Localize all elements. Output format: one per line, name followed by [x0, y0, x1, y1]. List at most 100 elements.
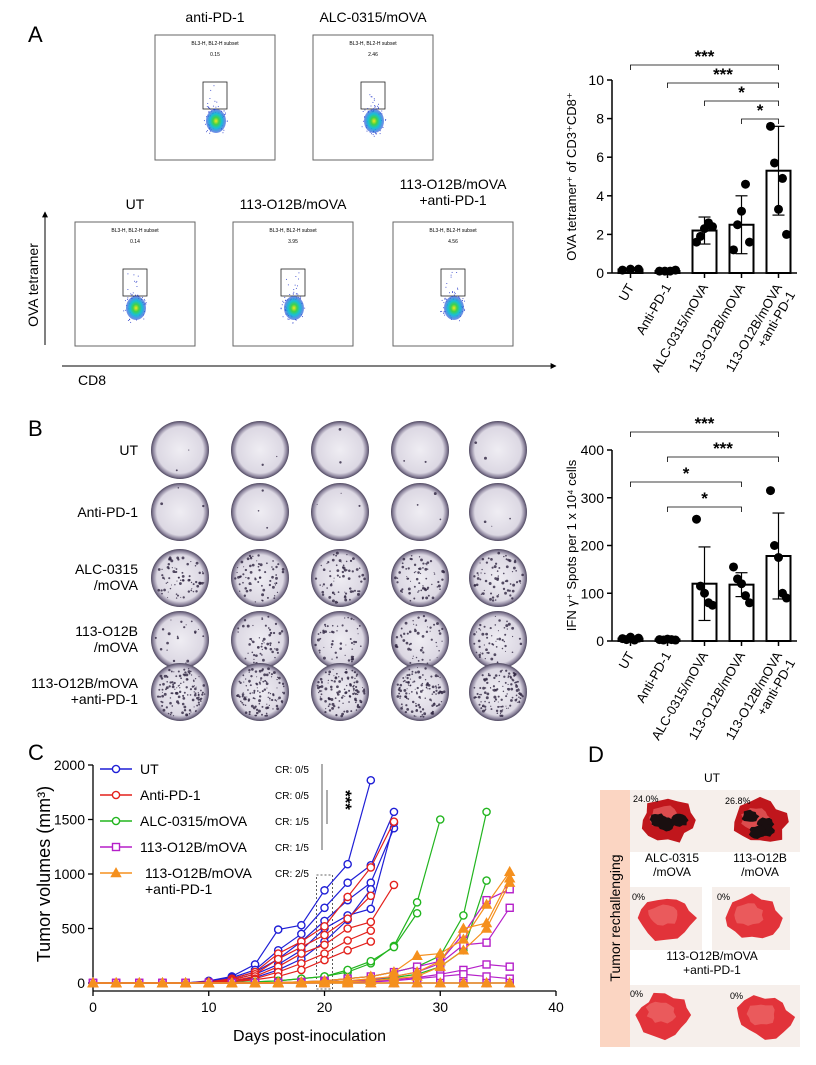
well [391, 663, 449, 721]
spot [361, 573, 365, 577]
spot [259, 652, 262, 655]
spot [167, 712, 170, 715]
spot [418, 676, 422, 679]
event-dot [374, 105, 376, 107]
spot [502, 572, 505, 575]
well [151, 483, 209, 541]
spot [481, 704, 485, 708]
spot [505, 558, 508, 561]
spot [268, 704, 270, 706]
spot [336, 625, 339, 627]
marker [226, 977, 238, 988]
spot [242, 581, 244, 584]
spot [409, 661, 412, 664]
event-dot [440, 311, 442, 313]
event-dot [377, 107, 379, 109]
marker [343, 878, 352, 888]
spot [257, 646, 259, 648]
marker [459, 970, 468, 979]
marker [411, 977, 423, 988]
spot [169, 587, 172, 590]
gate-name: BL3-H, BL2-H subset [191, 41, 239, 47]
event-dot [377, 103, 379, 105]
spot [481, 632, 485, 636]
spot [258, 576, 261, 579]
spot [505, 565, 509, 569]
gate-percent: 2.46 [368, 52, 378, 58]
lung-highlight [734, 903, 764, 926]
spot [319, 696, 321, 698]
marker [343, 965, 352, 975]
spot [498, 637, 502, 641]
significance-bracket [667, 456, 779, 462]
spot [421, 658, 424, 661]
spot [250, 674, 253, 678]
spot [249, 692, 252, 695]
spot [518, 696, 520, 698]
spot [249, 684, 252, 687]
event-dot [371, 96, 373, 98]
spot [497, 630, 499, 632]
spot [350, 676, 354, 679]
spot [334, 697, 337, 700]
spot [404, 710, 408, 714]
event-cluster [284, 296, 304, 320]
marker [320, 955, 329, 965]
event-dot [366, 130, 368, 132]
spot [494, 615, 496, 618]
spot [181, 574, 185, 578]
spot [415, 704, 418, 708]
spot [276, 676, 279, 678]
marker [295, 977, 308, 988]
spot [407, 567, 410, 570]
spot [264, 646, 267, 649]
spot [419, 697, 421, 699]
spot [185, 624, 187, 626]
spot [424, 619, 428, 622]
y-tick-label: 0 [77, 975, 85, 991]
spot [261, 617, 264, 620]
spot [413, 715, 416, 717]
event-dot [373, 99, 375, 101]
spot [258, 699, 262, 703]
event-dot [206, 106, 208, 108]
data-point [696, 231, 705, 241]
spot [176, 580, 178, 582]
spot [354, 701, 357, 704]
spot [519, 642, 523, 646]
spot [179, 687, 181, 689]
spot [256, 687, 258, 689]
significance-bracket [667, 82, 779, 88]
spot [422, 562, 425, 565]
legend-label: UT [140, 761, 159, 777]
spot [350, 641, 354, 645]
spot [200, 581, 204, 585]
spot [476, 572, 479, 575]
spot [425, 683, 429, 687]
spot [167, 591, 169, 593]
spot [332, 631, 335, 634]
spot [266, 703, 268, 705]
spot [244, 711, 248, 714]
spot [507, 622, 511, 626]
event-dot [208, 107, 210, 109]
spot [331, 658, 333, 660]
spot [475, 651, 478, 654]
spot [408, 643, 411, 646]
spot [425, 630, 429, 634]
spot [419, 710, 422, 713]
spot [495, 640, 497, 642]
spot [187, 668, 190, 670]
spot [187, 670, 191, 674]
spot [355, 685, 358, 689]
spot [349, 684, 352, 686]
spot [258, 637, 261, 639]
y-tick-label: 500 [62, 921, 86, 937]
marker [341, 977, 354, 988]
spot [314, 643, 317, 647]
spot [280, 630, 284, 633]
event-cluster [126, 296, 146, 320]
spot [334, 651, 337, 654]
spot [502, 709, 504, 711]
